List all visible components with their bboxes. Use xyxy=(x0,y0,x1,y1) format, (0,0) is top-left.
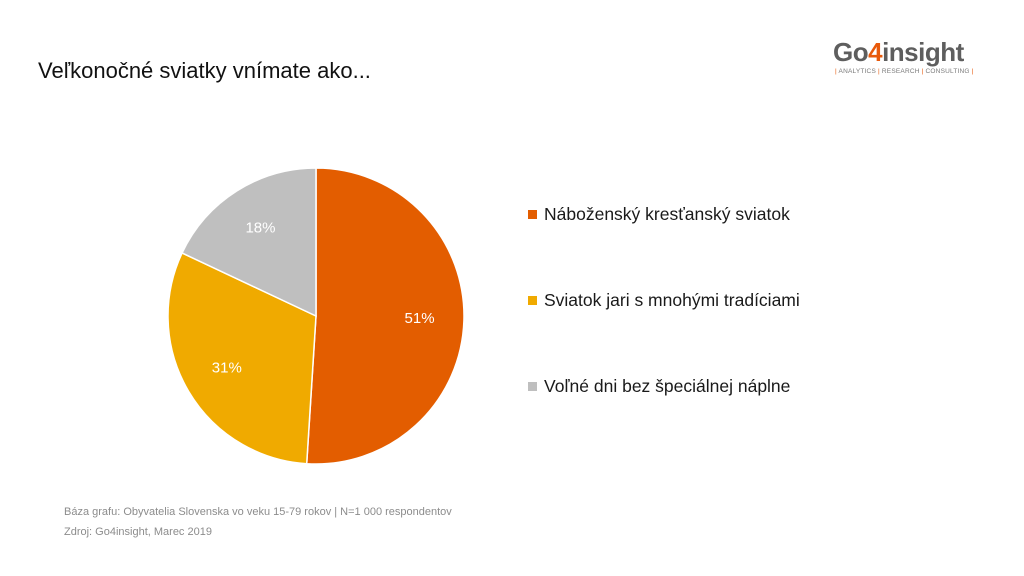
footnote-source: Zdroj: Go4insight, Marec 2019 xyxy=(64,526,212,538)
logo-part-go: Go xyxy=(833,37,869,67)
legend-label: Sviatok jari s mnohými tradíciami xyxy=(544,290,800,310)
pie-label-volne-dni: 18% xyxy=(245,219,275,236)
pie-label-nabozensky: 51% xyxy=(405,310,435,327)
footnote-base: Báza grafu: Obyvatelia Slovenska vo veku… xyxy=(64,506,452,518)
legend-item-volne-dni: Voľné dni bez špeciálnej náplne xyxy=(528,376,790,397)
legend-item-jar: Sviatok jari s mnohými tradíciami xyxy=(528,290,800,311)
logo-tag-analytics: ANALYTICS xyxy=(838,68,876,75)
company-logo: Go4insight | ANALYTICS | RESEARCH | CONS… xyxy=(833,38,993,82)
legend-label: Voľné dni bez špeciálnej náplne xyxy=(544,376,791,396)
pie-chart-svg: 51% 31% 18% xyxy=(167,167,465,465)
pie-slice-volne-dni xyxy=(181,167,317,318)
logo-tag-research: RESEARCH xyxy=(881,68,920,75)
logo-tagline: | ANALYTICS | RESEARCH | CONSULTING | xyxy=(835,68,974,75)
pie-slice-nabozensky xyxy=(305,167,465,465)
legend-swatch xyxy=(528,382,537,391)
legend-swatch xyxy=(528,210,537,219)
logo-wordmark: Go4insight xyxy=(833,38,964,66)
pie-chart: 51% 31% 18% xyxy=(160,160,472,472)
logo-part-insight: insight xyxy=(882,37,964,67)
logo-part-4: 4 xyxy=(868,37,883,67)
pie-label-jar: 31% xyxy=(212,360,242,377)
legend-item-nabozensky: Náboženský kresťanský sviatok xyxy=(528,204,790,225)
slide-title: Veľkonočné sviatky vnímate ako... xyxy=(38,58,371,83)
pie-slice-jar xyxy=(167,251,317,465)
legend-label: Náboženský kresťanský sviatok xyxy=(544,204,790,224)
legend-swatch xyxy=(528,296,537,305)
logo-tag-consulting: CONSULTING xyxy=(925,68,970,75)
